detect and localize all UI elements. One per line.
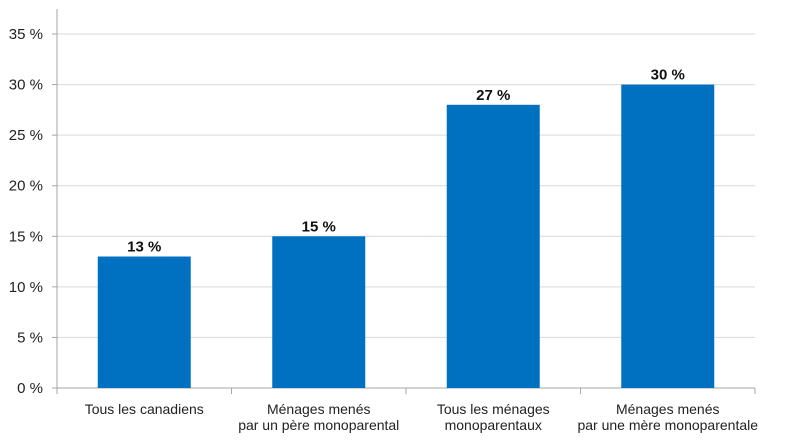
category-label-1-line-0: Ménages menés [267, 401, 371, 417]
data-labels: 13 % 15 % 27 % 30 % [127, 67, 685, 256]
y-tick-label: 5 % [17, 329, 43, 346]
category-label-3-line-0: Ménages menés [616, 401, 720, 417]
bar-3 [621, 84, 715, 389]
category-label-2-line-0: Tous les ménages [437, 401, 550, 417]
y-tick-label: 25 % [9, 127, 43, 144]
data-label-1: 15 % [302, 218, 336, 235]
category-label-3-line-1: par une mère monoparentale [577, 417, 758, 433]
y-tick-label: 0 % [17, 380, 43, 397]
bar-0 [97, 256, 191, 388]
data-label-0: 13 % [127, 239, 161, 256]
y-tick-label: 15 % [9, 228, 43, 245]
y-tick-label: 30 % [9, 77, 43, 94]
y-tick-label: 35 % [9, 26, 43, 43]
bars [97, 84, 715, 389]
bar-1 [272, 236, 366, 388]
y-tick-label: 20 % [9, 178, 43, 195]
y-tick-label: 10 % [9, 279, 43, 296]
data-label-3: 30 % [651, 67, 685, 84]
category-label-0-line-0: Tous les canadiens [85, 401, 204, 417]
bar-2 [446, 104, 540, 389]
category-label-1-line-1: par un père monoparental [238, 417, 399, 433]
y-tick-labels: 0 % 5 % 10 % 15 % 20 % 25 % 30 % 35 % [9, 26, 43, 397]
category-label-2-line-1: monoparentaux [445, 417, 542, 433]
data-label-2: 27 % [476, 87, 510, 104]
